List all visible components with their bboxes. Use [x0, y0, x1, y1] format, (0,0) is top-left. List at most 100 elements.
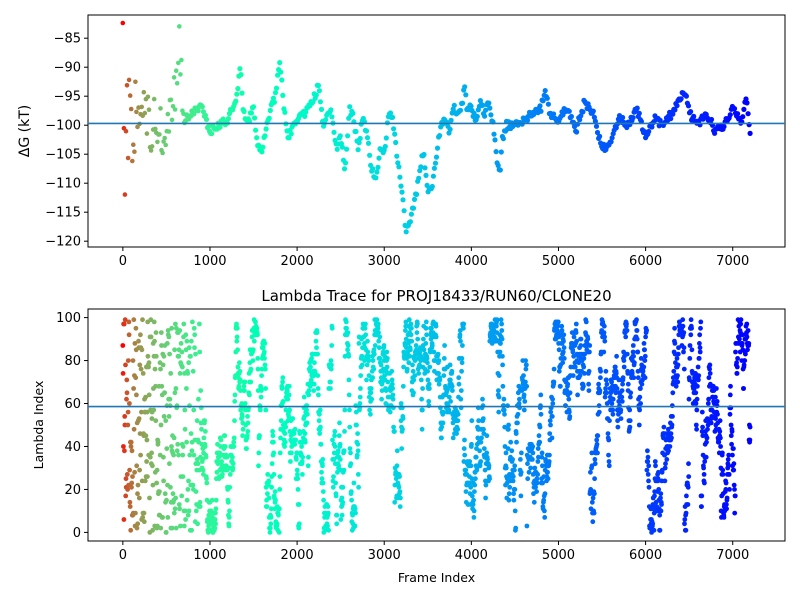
lambda-point	[681, 366, 687, 372]
delta-g-point	[463, 92, 469, 98]
lambda-point	[409, 325, 414, 331]
lambda-point	[169, 325, 175, 331]
lambda-point	[566, 396, 572, 402]
lambda-point	[415, 321, 420, 327]
lambda-point	[153, 353, 159, 359]
delta-g-point	[127, 93, 133, 98]
lambda-point	[632, 360, 637, 366]
delta-g-point	[168, 97, 174, 103]
delta-g-point	[479, 102, 486, 108]
lambda-point	[401, 364, 406, 370]
lambda-point	[333, 493, 339, 499]
lambda-point	[346, 353, 352, 359]
lambda-point	[646, 463, 652, 469]
lambda-point	[158, 422, 164, 428]
lambda-point	[459, 360, 465, 366]
lambda-point	[515, 411, 521, 417]
lambda-point	[506, 422, 511, 428]
lambda-point	[278, 418, 284, 424]
lambda-point	[427, 386, 432, 391]
delta-g-point	[403, 229, 409, 235]
lambda-point	[315, 386, 321, 391]
lambda-point	[218, 437, 224, 443]
lambda-point	[732, 510, 738, 516]
lambda-point	[693, 422, 699, 428]
lambda-point	[357, 401, 363, 406]
lambda-point	[121, 517, 127, 522]
lambda-point	[698, 325, 703, 331]
lambda-point	[136, 338, 141, 344]
lambda-point	[408, 332, 414, 338]
delta-g-point	[383, 135, 389, 141]
delta-g-point	[169, 117, 175, 123]
lambda-point	[315, 351, 320, 357]
lambda-point	[355, 472, 361, 477]
lambda-point	[675, 351, 681, 357]
lambda-point	[338, 517, 344, 522]
delta-g-point	[685, 103, 692, 109]
delta-g-point	[429, 183, 435, 190]
lambda-point	[671, 368, 677, 374]
delta-g-point	[451, 102, 457, 108]
delta-g-point	[344, 146, 350, 152]
lambda-point	[419, 396, 424, 402]
lambda-point	[522, 399, 528, 404]
lambda-point	[606, 463, 612, 469]
delta-g-point	[142, 110, 148, 116]
lambda-point	[699, 493, 705, 499]
lambda-point	[556, 347, 562, 353]
lambda-point	[700, 424, 705, 430]
lambda-point	[371, 366, 377, 372]
lambda-point	[151, 407, 157, 413]
lambda-point	[126, 401, 132, 406]
lambda-point	[355, 448, 361, 454]
lambda-point	[379, 396, 384, 402]
lambda-point	[295, 472, 300, 477]
lambda-point	[517, 396, 522, 402]
lambda-point	[315, 373, 321, 378]
lambda-point	[606, 459, 612, 464]
lambda-point	[224, 454, 230, 460]
lambda-point	[410, 362, 415, 368]
delta-g-point	[166, 129, 172, 134]
lambda-point	[237, 360, 242, 366]
lambda-point	[518, 493, 524, 499]
delta-g-point	[130, 158, 135, 164]
lambda-point	[511, 491, 516, 497]
lambda-point	[171, 435, 177, 441]
lambda-point	[131, 426, 137, 432]
lambda-point	[139, 409, 144, 415]
lambda-point	[645, 448, 650, 454]
lambda-point	[657, 527, 663, 533]
delta-g-point	[288, 131, 294, 137]
lambda-point	[694, 407, 700, 413]
lambda-point	[634, 328, 640, 333]
delta-g-point	[740, 114, 746, 120]
lambda-point	[155, 439, 161, 445]
lambda-point	[245, 414, 250, 419]
delta-g-point	[162, 135, 167, 141]
delta-g-point	[608, 139, 614, 145]
lambda-point	[121, 321, 127, 327]
lambda-point	[346, 392, 352, 398]
delta-g-point	[177, 24, 182, 29]
y-tick-label: 100	[56, 311, 81, 326]
lambda-point	[614, 353, 619, 359]
lambda-point	[400, 416, 406, 421]
lambda-point	[536, 433, 542, 439]
delta-g-point	[670, 111, 676, 117]
lambda-point	[318, 424, 323, 430]
lambda-point	[681, 349, 686, 355]
delta-g-point	[149, 144, 155, 149]
lambda-point	[200, 457, 206, 462]
lambda-point	[370, 358, 376, 363]
lambda-point	[538, 403, 543, 409]
lambda-point	[263, 386, 268, 391]
lambda-point	[530, 457, 535, 462]
delta-g-point	[727, 112, 733, 118]
lambda-point	[390, 386, 395, 391]
lambda-point	[384, 364, 390, 370]
delta-g-point	[202, 112, 208, 118]
lambda-point	[426, 403, 432, 409]
lambda-point	[278, 435, 283, 441]
